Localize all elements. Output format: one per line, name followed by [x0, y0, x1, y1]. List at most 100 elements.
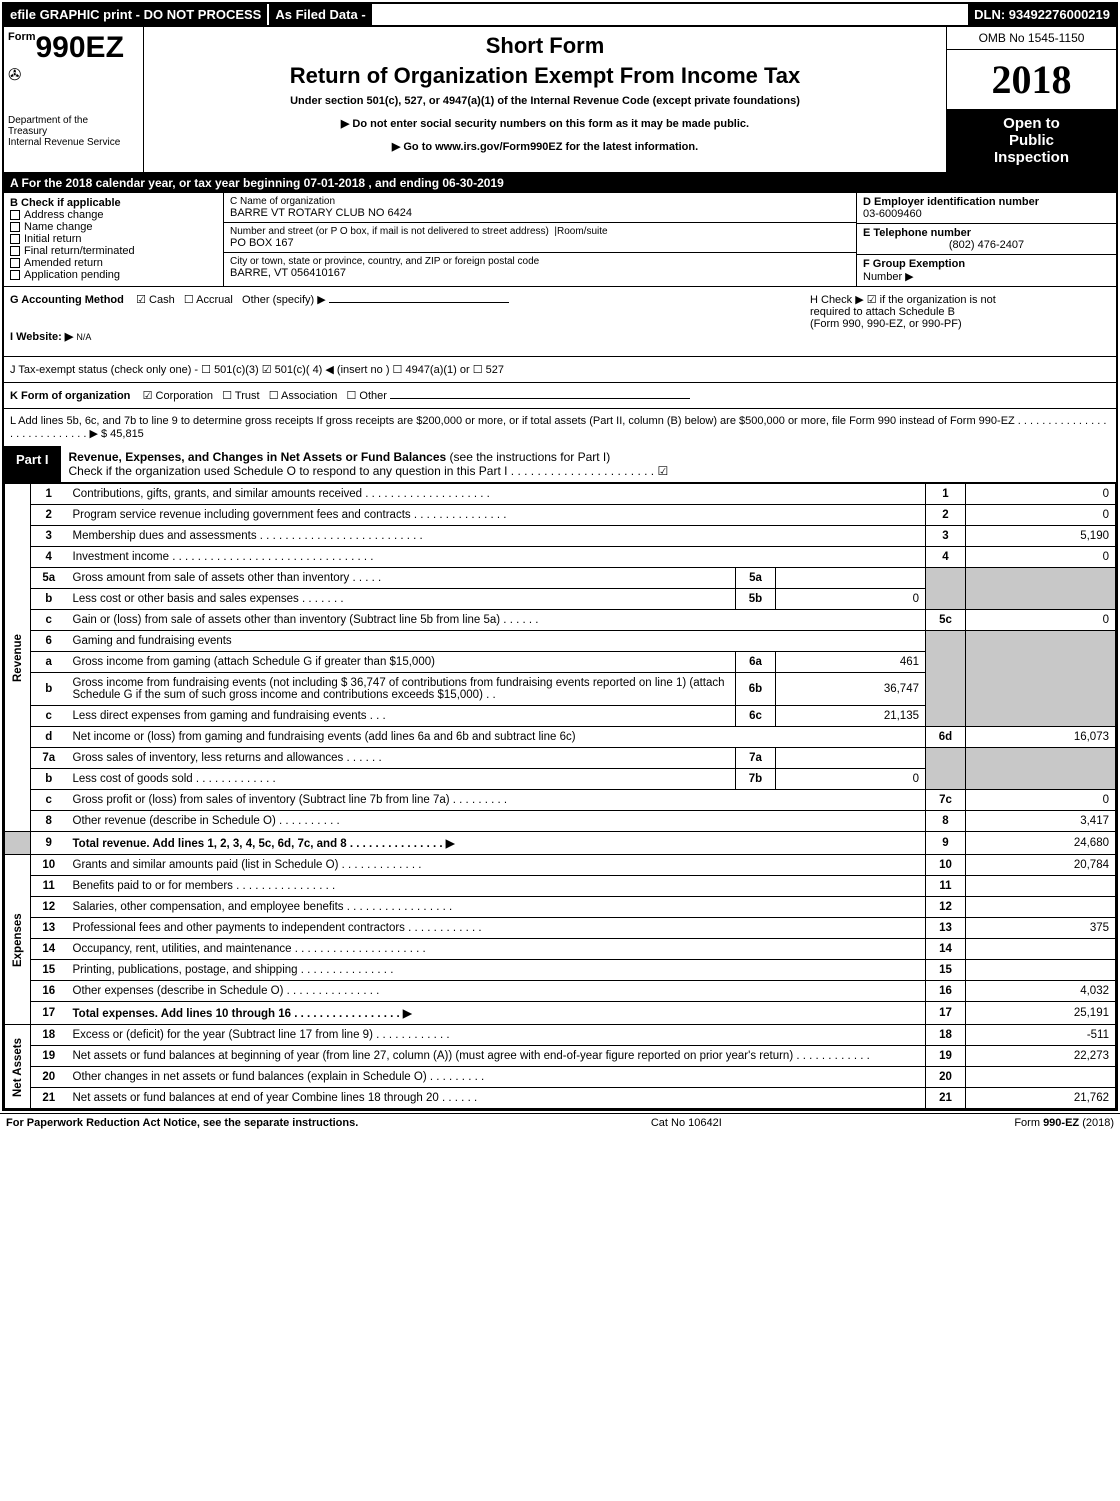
r6b-num: b [31, 673, 67, 706]
part1-header: Part I Revenue, Expenses, and Changes in… [4, 446, 1116, 483]
chk-address[interactable]: Address change [10, 209, 217, 221]
r14-rnum: 14 [926, 939, 966, 960]
row-7c: c Gross profit or (loss) from sales of i… [5, 790, 1116, 811]
chk-amended[interactable]: Amended return [10, 257, 217, 269]
r5b-sn: 5b [736, 589, 776, 610]
chk-address-label: Address change [24, 209, 104, 221]
line-j: J Tax-exempt status (check only one) - ☐… [4, 357, 1116, 383]
section-def: D Employer identification number 03-6009… [856, 193, 1116, 286]
row-17: 17 Total expenses. Add lines 10 through … [5, 1002, 1116, 1025]
r16-num: 16 [31, 981, 67, 1002]
r1-rval: 0 [966, 484, 1116, 505]
row-20: 20 Other changes in net assets or fund b… [5, 1067, 1116, 1088]
chk-pending[interactable]: Application pending [10, 269, 217, 281]
footer-left: For Paperwork Reduction Act Notice, see … [6, 1117, 358, 1129]
line-g-h-i: G Accounting Method ☑ Cash ☐ Accrual Oth… [4, 287, 1116, 357]
g-label: G Accounting Method [10, 294, 124, 306]
tel-cell: E Telephone number (802) 476-2407 [857, 224, 1116, 255]
r5ab-greynum [926, 568, 966, 610]
title-row: Form990EZ ✇ Department of the Treasury I… [4, 27, 1116, 173]
r9-sidegap [5, 832, 31, 855]
r11-desc: Benefits paid to or for members . . . . … [67, 876, 926, 897]
row-19: 19 Net assets or fund balances at beginn… [5, 1046, 1116, 1067]
row-6d: d Net income or (loss) from gaming and f… [5, 727, 1116, 748]
goto-text: ▶ Go to www.irs.gov/Form990EZ for the la… [392, 141, 698, 153]
row-10: Expenses 10 Grants and similar amounts p… [5, 855, 1116, 876]
r7b-sv: 0 [776, 769, 926, 790]
k-other-line[interactable] [390, 398, 690, 399]
efile-label: efile GRAPHIC print - DO NOT PROCESS [4, 4, 267, 25]
r11-num: 11 [31, 876, 67, 897]
group-cell: F Group Exemption Number ▶ [857, 255, 1116, 286]
r6b-desc: Gross income from fundraising events (no… [67, 673, 736, 706]
city-label: City or town, state or province, country… [230, 256, 850, 267]
r7a-sn: 7a [736, 748, 776, 769]
r10-rnum: 10 [926, 855, 966, 876]
r9-num: 9 [31, 832, 67, 855]
j-text: J Tax-exempt status (check only one) - ☐… [10, 364, 504, 376]
r7a-num: 7a [31, 748, 67, 769]
chk-final-label: Final return/terminated [24, 245, 135, 257]
g-other-line[interactable] [329, 302, 509, 303]
org-name-cell: C Name of organization BARRE VT ROTARY C… [224, 193, 856, 223]
g-other[interactable]: Other (specify) ▶ [242, 294, 326, 306]
r20-rnum: 20 [926, 1067, 966, 1088]
k-other[interactable]: ☐ Other [346, 390, 386, 402]
chk-initial[interactable]: Initial return [10, 233, 217, 245]
line-h: H Check ▶ ☑ if the organization is not r… [810, 293, 1110, 330]
form-number: Form990EZ [8, 31, 139, 65]
r20-desc: Other changes in net assets or fund bala… [67, 1067, 926, 1088]
r12-rnum: 12 [926, 897, 966, 918]
form-seal-icon: ✇ [8, 65, 139, 85]
r6a-sv: 461 [776, 652, 926, 673]
r3-rval: 5,190 [966, 526, 1116, 547]
r6d-rval: 16,073 [966, 727, 1116, 748]
row-16: 16 Other expenses (describe in Schedule … [5, 981, 1116, 1002]
r15-num: 15 [31, 960, 67, 981]
as-filed-spacer [372, 4, 968, 25]
r7b-sn: 7b [736, 769, 776, 790]
line-l: L Add lines 5b, 6c, and 7b to line 9 to … [4, 409, 1116, 446]
chk-name[interactable]: Name change [10, 221, 217, 233]
form-page: efile GRAPHIC print - DO NOT PROCESS As … [2, 2, 1118, 1111]
row-15: 15 Printing, publications, postage, and … [5, 960, 1116, 981]
open-line1: Open to [953, 115, 1110, 132]
r16-rval: 4,032 [966, 981, 1116, 1002]
footer-mid: Cat No 10642I [651, 1117, 722, 1129]
r4-desc: Investment income . . . . . . . . . . . … [67, 547, 926, 568]
h-line2: required to attach Schedule B [810, 306, 1110, 318]
r14-rval [966, 939, 1116, 960]
k-assoc[interactable]: ☐ Association [269, 390, 338, 402]
omb-number: OMB No 1545-1150 [947, 27, 1116, 50]
g-cash[interactable]: ☑ Cash [136, 294, 175, 306]
r6a-desc: Gross income from gaming (attach Schedul… [67, 652, 736, 673]
side-expenses: Expenses [5, 855, 31, 1025]
dept-line1: Department of the [8, 115, 139, 126]
r9-rnum: 9 [926, 832, 966, 855]
tel-label: E Telephone number [863, 227, 1110, 239]
r21-rval: 21,762 [966, 1088, 1116, 1109]
h-line1: H Check ▶ ☑ if the organization is not [810, 293, 1110, 306]
r10-desc: Grants and similar amounts paid (list in… [67, 855, 926, 876]
r5c-num: c [31, 610, 67, 631]
ein-label: D Employer identification number [863, 196, 1110, 208]
r5c-rval: 0 [966, 610, 1116, 631]
grp-label: F Group Exemption [863, 258, 1110, 270]
r10-num: 10 [31, 855, 67, 876]
k-corp[interactable]: ☑ Corporation [143, 390, 213, 402]
r5b-sv: 0 [776, 589, 926, 610]
r6c-sv: 21,135 [776, 706, 926, 727]
r13-rnum: 13 [926, 918, 966, 939]
r8-rnum: 8 [926, 811, 966, 832]
row-11: 11 Benefits paid to or for members . . .… [5, 876, 1116, 897]
title-column: Short Form Return of Organization Exempt… [144, 27, 946, 172]
r9-rval: 24,680 [966, 832, 1116, 855]
l-text: L Add lines 5b, 6c, and 7b to line 9 to … [10, 415, 1106, 440]
chk-final[interactable]: Final return/terminated [10, 245, 217, 257]
k-trust[interactable]: ☐ Trust [222, 390, 259, 402]
goto-link[interactable]: ▶ Go to www.irs.gov/Form990EZ for the la… [154, 140, 936, 153]
r6d-rnum: 6d [926, 727, 966, 748]
open-line2: Public [953, 132, 1110, 149]
g-accrual[interactable]: ☐ Accrual [184, 294, 233, 306]
r3-desc: Membership dues and assessments . . . . … [67, 526, 926, 547]
